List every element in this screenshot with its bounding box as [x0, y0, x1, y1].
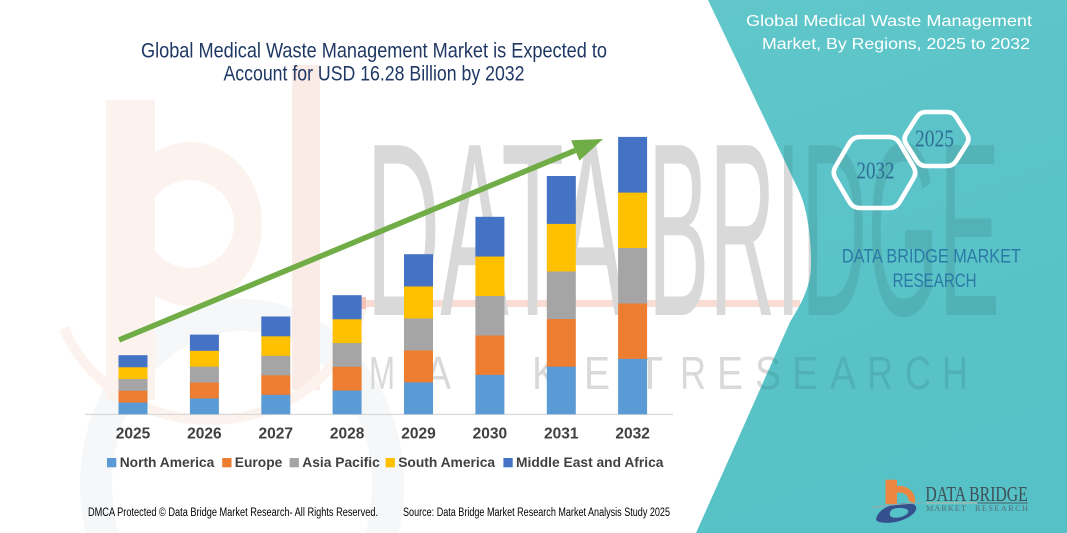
svg-text:RESEARCH: RESEARCH — [893, 271, 977, 292]
svg-text:DATA BRIDGE: DATA BRIDGE — [925, 482, 1027, 506]
svg-text:2030: 2030 — [473, 426, 507, 443]
svg-text:2031: 2031 — [544, 426, 579, 443]
svg-text:2029: 2029 — [401, 426, 436, 443]
svg-text:Global Medical Waste Managemen: Global Medical Waste Management Market i… — [141, 40, 607, 63]
svg-text:2027: 2027 — [259, 426, 293, 443]
svg-text:H: H — [942, 347, 968, 399]
svg-text:2025: 2025 — [915, 126, 954, 152]
svg-text:2032: 2032 — [615, 426, 649, 443]
svg-text:R: R — [867, 347, 893, 399]
svg-text:2032: 2032 — [857, 159, 895, 185]
svg-text:South America: South America — [398, 455, 495, 470]
svg-text:Global Medical Waste Managemen: Global Medical Waste Management — [746, 13, 1033, 30]
svg-text:Account for USD 16.28 Billion: Account for USD 16.28 Billion by 2032 — [224, 63, 525, 86]
svg-text:2025: 2025 — [116, 426, 151, 443]
svg-text:C: C — [905, 347, 931, 399]
svg-text:North America: North America — [120, 455, 215, 470]
svg-text:Europe: Europe — [235, 455, 283, 470]
svg-text:2028: 2028 — [330, 426, 365, 443]
svg-text:M: M — [369, 347, 395, 399]
svg-text:R: R — [680, 347, 706, 399]
svg-text:DMCA Protected © Data Bridge M: DMCA Protected © Data Bridge Market Rese… — [88, 507, 378, 519]
svg-text:A: A — [830, 347, 856, 399]
svg-text:RESEARCH: RESEARCH — [975, 504, 1028, 513]
svg-text:E: E — [717, 347, 743, 399]
svg-text:MARKET: MARKET — [926, 504, 966, 513]
svg-text:2026: 2026 — [187, 426, 222, 443]
svg-text:Middle East and Africa: Middle East and Africa — [516, 455, 664, 470]
svg-text:DATA BRIDGE MARKET: DATA BRIDGE MARKET — [842, 246, 1021, 267]
svg-text:E: E — [792, 347, 818, 399]
svg-text:Asia Pacific: Asia Pacific — [302, 455, 380, 470]
svg-text:Source: Data Bridge Market Res: Source: Data Bridge Market Research Mark… — [403, 507, 670, 519]
svg-text:E: E — [584, 347, 610, 399]
svg-text:Market, By Regions, 2025 to 20: Market, By Regions, 2025 to 2032 — [762, 36, 1030, 53]
